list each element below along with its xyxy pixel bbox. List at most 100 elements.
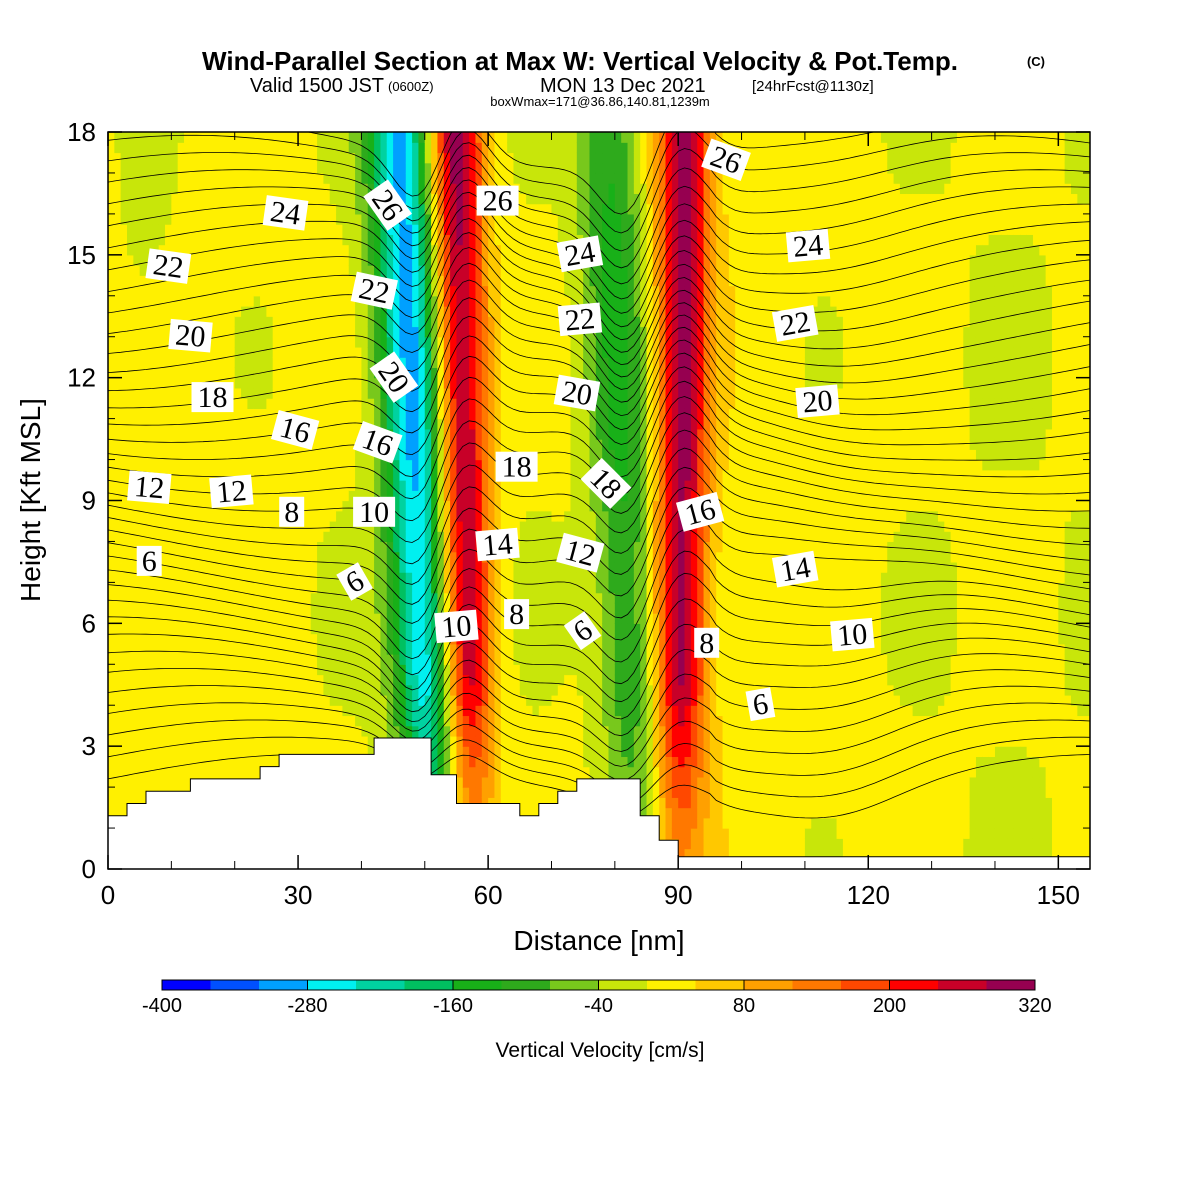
velocity-cell xyxy=(475,664,483,676)
velocity-cell xyxy=(348,469,356,481)
velocity-cell xyxy=(437,265,445,276)
velocity-cell xyxy=(279,132,286,143)
velocity-cell xyxy=(507,295,515,307)
velocity-cell xyxy=(177,735,185,747)
velocity-cell xyxy=(367,725,375,737)
velocity-cell xyxy=(450,715,458,727)
velocity-cell xyxy=(342,316,350,328)
velocity-cell xyxy=(108,377,115,389)
velocity-cell xyxy=(158,449,166,461)
velocity-cell xyxy=(133,428,141,440)
velocity-cell xyxy=(342,725,350,737)
velocity-cell xyxy=(291,316,299,328)
velocity-cell xyxy=(190,183,198,195)
velocity-cell xyxy=(431,224,439,235)
velocity-cell xyxy=(355,684,363,696)
velocity-cell xyxy=(437,561,445,573)
velocity-cell xyxy=(450,193,458,205)
velocity-cell xyxy=(513,520,521,532)
velocity-cell xyxy=(317,152,325,164)
velocity-cell xyxy=(526,541,534,553)
velocity-cell xyxy=(519,746,527,758)
velocity-cell xyxy=(234,234,242,246)
velocity-cell xyxy=(133,367,141,379)
velocity-cell xyxy=(437,172,445,184)
velocity-cell xyxy=(215,459,223,471)
velocity-cell xyxy=(139,162,147,174)
velocity-cell xyxy=(260,613,267,624)
velocity-cell xyxy=(431,746,439,758)
velocity-cell xyxy=(494,613,502,624)
velocity-cell xyxy=(310,193,318,205)
velocity-cell xyxy=(500,705,508,717)
velocity-cell xyxy=(405,142,413,154)
velocity-cell xyxy=(361,490,369,502)
velocity-cell xyxy=(158,735,166,747)
velocity-cell xyxy=(336,172,344,184)
velocity-cell xyxy=(443,510,451,522)
velocity-cell xyxy=(158,193,166,205)
velocity-cell xyxy=(234,183,242,195)
velocity-cell xyxy=(532,398,540,409)
velocity-cell xyxy=(165,193,172,205)
velocity-cell xyxy=(158,776,166,788)
velocity-cell xyxy=(526,398,534,409)
velocity-cell xyxy=(469,224,477,235)
velocity-cell xyxy=(228,439,236,450)
velocity-cell xyxy=(317,735,325,747)
velocity-cell xyxy=(367,633,375,645)
velocity-cell xyxy=(488,152,496,164)
velocity-cell xyxy=(133,213,141,225)
velocity-cell xyxy=(412,418,420,430)
velocity-cell xyxy=(177,490,185,502)
velocity-cell xyxy=(139,735,147,747)
velocity-cell xyxy=(234,132,242,143)
velocity-cell xyxy=(133,265,141,276)
velocity-cell xyxy=(361,152,369,164)
velocity-cell xyxy=(500,490,508,502)
velocity-cell xyxy=(196,367,204,379)
velocity-cell xyxy=(475,244,483,256)
velocity-cell xyxy=(228,551,236,563)
velocity-cell xyxy=(253,592,261,604)
velocity-cell xyxy=(336,654,344,665)
velocity-cell xyxy=(146,684,153,696)
velocity-cell xyxy=(450,183,458,195)
velocity-cell xyxy=(291,694,299,706)
velocity-cell xyxy=(209,265,217,276)
velocity-cell xyxy=(431,531,439,543)
velocity-cell xyxy=(177,162,185,174)
velocity-cell xyxy=(342,183,350,195)
velocity-cell xyxy=(298,244,305,256)
velocity-cell xyxy=(519,776,527,788)
velocity-cell xyxy=(386,602,394,614)
velocity-cell xyxy=(177,183,185,195)
velocity-cell xyxy=(329,531,337,543)
velocity-cell xyxy=(456,162,464,174)
velocity-cell xyxy=(380,234,388,246)
velocity-cell xyxy=(507,367,515,379)
velocity-cell xyxy=(462,602,470,614)
velocity-cell xyxy=(304,346,312,358)
velocity-cell xyxy=(532,510,540,522)
velocity-cell xyxy=(228,213,236,225)
velocity-cell xyxy=(323,336,331,348)
velocity-cell xyxy=(323,162,331,174)
velocity-cell xyxy=(272,306,280,317)
velocity-cell xyxy=(526,428,534,440)
velocity-cell xyxy=(196,152,204,164)
velocity-cell xyxy=(152,275,160,287)
velocity-cell xyxy=(241,428,248,440)
velocity-cell xyxy=(291,459,299,471)
velocity-cell xyxy=(526,664,534,676)
velocity-cell xyxy=(272,633,280,645)
velocity-cell xyxy=(469,193,477,205)
velocity-cell xyxy=(323,541,331,553)
velocity-cell xyxy=(431,480,439,491)
velocity-cell xyxy=(215,439,223,450)
velocity-cell xyxy=(215,244,223,256)
velocity-cell xyxy=(538,633,546,645)
velocity-cell xyxy=(380,265,388,276)
velocity-cell xyxy=(355,490,363,502)
velocity-cell xyxy=(450,285,458,297)
